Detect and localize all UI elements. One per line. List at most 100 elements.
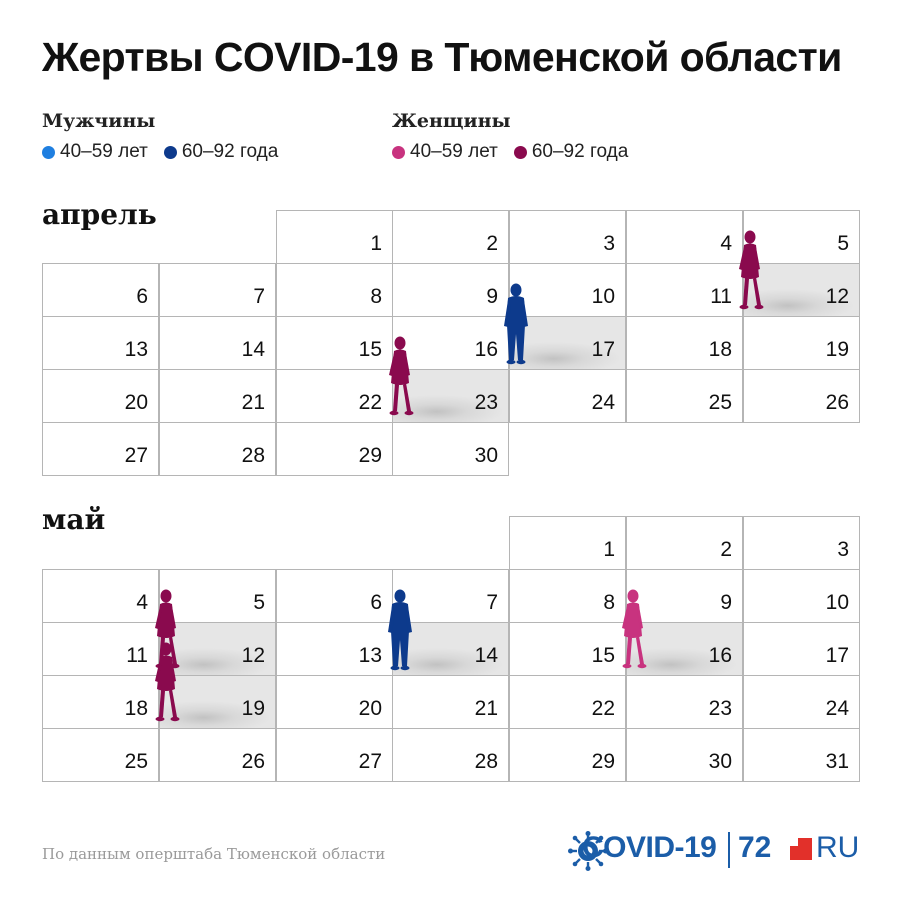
calendar-day-number: 22 [591, 697, 615, 720]
calendar-day-cell: 23 [392, 369, 509, 423]
person-icon [155, 642, 180, 722]
legend-dot-female-old [513, 145, 527, 159]
legend-women: Женщины 40–59 лет 60–92 года [392, 110, 628, 163]
calendar-day-cell: 4 [626, 210, 743, 264]
calendar-day-number: 17 [591, 338, 615, 361]
calendar-day-cell: 9 [392, 263, 509, 317]
calendar-day-number: 2 [720, 538, 732, 561]
calendar-day-number: 6 [370, 591, 382, 614]
calendar-day-number: 8 [603, 591, 615, 614]
calendar-day-cell: 3 [743, 516, 860, 570]
calendar-day-number: 20 [358, 697, 382, 720]
calendar-day-number: 22 [358, 391, 382, 414]
virus-icon [568, 831, 608, 871]
source-note: По данным оперштаба Тюменской области [42, 845, 386, 863]
legend-dot-female-young [392, 145, 405, 159]
calendar-day-cell: 24 [509, 369, 626, 423]
person-icon [388, 589, 412, 671]
calendar-day-number: 31 [825, 750, 849, 773]
chart-title: Жертвы COVID-19 в Тюменской области [42, 34, 842, 80]
calendar-day-cell: 19 [743, 316, 860, 370]
calendar-day-number: 6 [136, 285, 148, 308]
calendar-day-cell: 18 [42, 675, 159, 729]
calendar-day-cell: 6 [276, 569, 393, 623]
legend-label-male-old: 60–92 года [181, 141, 279, 162]
calendar-day-number: 4 [136, 591, 148, 614]
calendar-day-number: 5 [837, 232, 849, 255]
calendar-day-number: 23 [708, 697, 732, 720]
calendar-day-number: 10 [825, 591, 849, 614]
calendar-day-cell: 13 [42, 316, 159, 370]
calendar-day-cell: 26 [743, 369, 860, 423]
calendar-day-number: 1 [603, 538, 615, 561]
calendar-day-cell: 9 [626, 569, 743, 623]
calendar-day-cell: 2 [392, 210, 509, 264]
calendar-day-number: 14 [474, 644, 498, 667]
death-figure-marker [730, 229, 770, 315]
calendar-day-cell: 22 [276, 369, 393, 423]
calendar-day-number: 24 [825, 697, 849, 720]
calendar-day-cell: 25 [42, 728, 159, 782]
calendar-day-number: 9 [720, 591, 732, 614]
calendar-day-number: 17 [825, 644, 849, 667]
legend-men-heading: Мужчины [42, 110, 156, 132]
person-icon [504, 283, 528, 365]
legend-item-male-old: 60–92 года [163, 141, 279, 163]
person-icon [622, 589, 647, 669]
calendar-day-cell: 20 [42, 369, 159, 423]
calendar-day-cell: 30 [626, 728, 743, 782]
calendar-day-cell: 21 [159, 369, 276, 423]
calendar-day-cell: 15 [509, 622, 626, 676]
calendar-day-number: 11 [710, 285, 732, 308]
calendar-day-cell: 5 [159, 569, 276, 623]
calendar-day-cell: 24 [743, 675, 860, 729]
legend-label-female-old: 60–92 года [531, 141, 629, 162]
legend-item-female-young: 40–59 лет [392, 141, 498, 163]
calendar-day-number: 4 [720, 232, 732, 255]
calendar-day-number: 29 [358, 444, 382, 467]
calendar-day-cell: 30 [392, 422, 509, 476]
calendar-day-cell: 17 [743, 622, 860, 676]
calendar-day-cell: 28 [392, 728, 509, 782]
calendar-day-cell: 28 [159, 422, 276, 476]
legend-item-male-young: 40–59 лет [42, 141, 148, 163]
calendar-day-cell: 27 [276, 728, 393, 782]
calendar-day-cell: 8 [276, 263, 393, 317]
calendar-day-number: 9 [486, 285, 498, 308]
calendar-day-number: 25 [708, 391, 732, 414]
calendar-day-cell: 27 [42, 422, 159, 476]
brand-covid-text: COVID-19 [582, 831, 717, 864]
calendar-day-number: 18 [124, 697, 148, 720]
calendar-day-number: 28 [474, 750, 498, 773]
calendar-day-number: 19 [825, 338, 849, 361]
legend-dot-male-old [163, 145, 177, 159]
calendar-day-number: 7 [253, 285, 265, 308]
calendar-day-cell: 22 [509, 675, 626, 729]
month-label-april: апрель [42, 198, 157, 231]
legend-men: Мужчины 40–59 лет 60–92 года [42, 110, 278, 163]
death-figure-marker [380, 335, 420, 421]
brand-square-notch [790, 838, 798, 846]
calendar-day-number: 20 [124, 391, 148, 414]
calendar-day-cell: 29 [276, 422, 393, 476]
calendar-day-cell: 14 [159, 316, 276, 370]
calendar-day-cell: 10 [743, 569, 860, 623]
month-label-may: май [42, 503, 106, 536]
calendar-day-number: 7 [486, 591, 498, 614]
calendar-day-cell: 6 [42, 263, 159, 317]
calendar-day-number: 5 [253, 591, 265, 614]
brand-number: 72 [738, 831, 772, 864]
calendar-day-number: 10 [591, 285, 615, 308]
calendar-day-number: 30 [708, 750, 732, 773]
calendar-day-number: 12 [825, 285, 849, 308]
calendar-day-cell: 13 [276, 622, 393, 676]
calendar-day-number: 3 [837, 538, 849, 561]
brand-logo: COVID-19 72 RU [568, 828, 868, 872]
calendar-day-cell: 1 [509, 516, 626, 570]
calendar-day-cell: 7 [159, 263, 276, 317]
calendar-day-cell: 26 [159, 728, 276, 782]
brand-ru-text: RU [816, 831, 860, 864]
calendar-day-number: 30 [474, 444, 498, 467]
calendar-day-number: 19 [241, 697, 265, 720]
